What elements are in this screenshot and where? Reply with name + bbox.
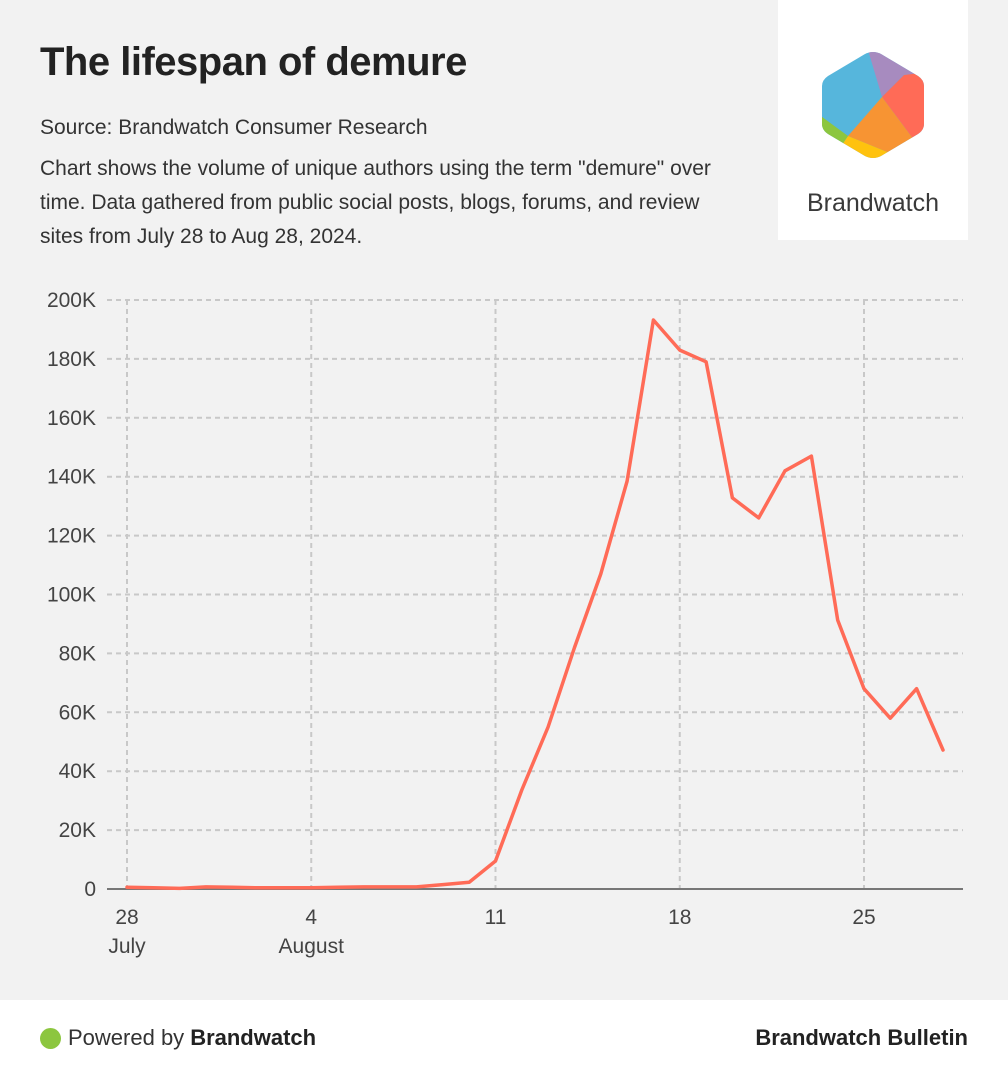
y-tick-label: 60K — [59, 701, 96, 724]
y-tick-label: 100K — [47, 584, 96, 607]
y-tick-label: 0 — [84, 878, 96, 901]
page-title: The lifespan of demure — [40, 40, 467, 84]
x-tick-sublabel: August — [279, 935, 345, 958]
footer: Powered by Brandwatch Brandwatch Bulleti… — [0, 1000, 1008, 1076]
powered-by-prefix: Powered by — [68, 1025, 185, 1050]
brandwatch-bulletin: Brandwatch Bulletin — [755, 1025, 968, 1050]
brandwatch-hexagon-icon — [822, 52, 924, 158]
powered-by: Powered by Brandwatch — [40, 1025, 316, 1051]
y-tick-label: 200K — [47, 289, 96, 312]
brandwatch-logo: Brandwatch — [778, 0, 968, 240]
x-tick-label: 18 — [668, 906, 691, 929]
x-tick-label: 28 — [115, 906, 138, 929]
x-tick-label: 25 — [852, 906, 875, 929]
y-tick-label: 160K — [47, 407, 96, 430]
chart-description: Chart shows the volume of unique authors… — [40, 157, 711, 248]
y-tick-label: 40K — [59, 760, 96, 783]
logo-text: Brandwatch — [806, 189, 940, 217]
y-tick-label: 80K — [59, 642, 96, 665]
x-tick-sublabel: July — [108, 935, 146, 958]
y-tick-label: 120K — [47, 525, 96, 548]
x-tick-label: 11 — [485, 906, 507, 929]
x-axis-ticks: 28 July 4 August 11 18 25 — [108, 906, 875, 958]
powered-by-brand: Brandwatch — [190, 1025, 317, 1050]
y-axis-ticks: 0 20K 40K 60K 80K 100K 120K 140K 160K 180K 200K — [47, 289, 96, 901]
line-chart: 0 20K 40K 60K 80K 100K 120K 140K 160K 180K 200K 28… — [47, 289, 963, 958]
y-tick-label: 140K — [47, 466, 96, 489]
chart-grid — [107, 299, 963, 889]
x-tick-label: 4 — [305, 906, 317, 929]
series-group — [125, 318, 945, 891]
y-tick-label: 180K — [47, 348, 96, 371]
series-line — [125, 318, 945, 891]
y-tick-label: 20K — [59, 819, 96, 842]
source-text: Source: Brandwatch Consumer Research — [40, 116, 428, 139]
logo-segment-orange — [848, 97, 920, 158]
green-dot-icon — [40, 1027, 61, 1049]
